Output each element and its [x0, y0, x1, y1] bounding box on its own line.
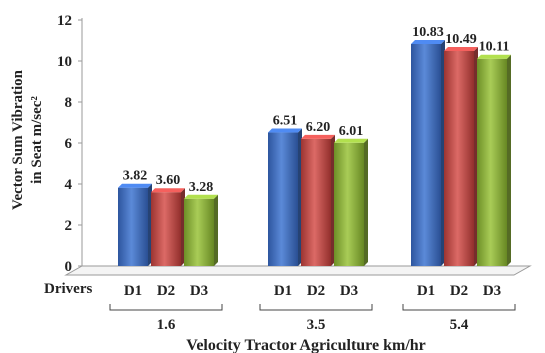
driver-label-d1-5.4: D1: [417, 283, 435, 299]
data-label-d1-1.6: 3.82: [123, 169, 148, 184]
driver-label-d2-5.4: D2: [450, 283, 468, 299]
bar-d2-1.6: [151, 192, 181, 266]
bar-side-d3-5.4: [507, 54, 511, 267]
bar-top-d2-1.6: [151, 188, 185, 193]
data-label-d3-1.6: 3.28: [189, 180, 214, 195]
category-label-5.4: 5.4: [450, 317, 469, 333]
data-label-d3-3.5: 6.01: [339, 124, 364, 139]
bar-d1-3.5: [268, 132, 298, 266]
bar-top-d3-1.6: [184, 194, 218, 199]
bar-side-d3-1.6: [214, 194, 218, 266]
bar-d1-1.6: [118, 187, 148, 266]
y-tick-label: 2: [65, 218, 73, 234]
floor-plane: [64, 265, 532, 276]
y-axis-ticks: 0 2 4 6 8 10 12: [57, 13, 82, 275]
category-label-1.6: 1.6: [157, 317, 176, 333]
bar-top-d3-5.4: [477, 54, 511, 59]
bar-top-d2-5.4: [444, 46, 478, 51]
category-bracket-5.4: [402, 304, 516, 311]
bar-top-d1-3.5: [268, 128, 302, 133]
y-tick-label: 12: [57, 13, 72, 29]
data-label-d2-3.5: 6.20: [306, 120, 331, 135]
x-axis-labels: D1 D2 D3 1.6 D1 D2 D3 3.5 D1 D2 D3 5.4: [109, 283, 516, 333]
bar-top-d2-3.5: [301, 134, 335, 139]
data-label-d1-5.4: 10.83: [412, 25, 444, 40]
bar-d3-1.6: [184, 198, 214, 266]
bar-top-d1-1.6: [118, 183, 152, 188]
y-tick-label: 10: [57, 54, 72, 70]
y-tick-label: 0: [65, 259, 73, 275]
category-bracket-3.5: [259, 304, 373, 311]
y-tick-label: 8: [65, 95, 73, 111]
bar-d1-5.4: [411, 43, 441, 266]
driver-label-d3-1.6: D3: [190, 283, 208, 299]
bar-side-d3-3.5: [364, 138, 368, 266]
bar-d2-3.5: [301, 138, 331, 266]
y-tick-label: 6: [65, 136, 73, 152]
y-axis-title-line2: in Seat m/sec²: [29, 96, 45, 184]
driver-label-d3-5.4: D3: [483, 283, 501, 299]
bar-d3-3.5: [334, 142, 364, 266]
category-bracket-1.6: [109, 304, 223, 311]
driver-label-d2-1.6: D2: [157, 283, 175, 299]
driver-label-d1-3.5: D1: [274, 283, 292, 299]
y-axis-title-line1: Vector Sum Vibration: [10, 69, 26, 210]
bar-top-d3-3.5: [334, 138, 368, 143]
bar-d2-5.4: [444, 50, 474, 266]
bars: [118, 39, 511, 267]
data-label-d1-3.5: 6.51: [273, 114, 298, 129]
driver-label-d2-3.5: D2: [307, 283, 325, 299]
plot-floor: [64, 18, 532, 276]
x-axis-title: Velocity Tractor Agriculture km/hr: [186, 337, 426, 353]
data-label-d3-5.4: 10.11: [479, 40, 510, 55]
driver-label-d1-1.6: D1: [124, 283, 142, 299]
driver-label-d3-3.5: D3: [340, 283, 358, 299]
drivers-label: Drivers: [44, 281, 92, 297]
data-label-d2-5.4: 10.49: [445, 32, 477, 47]
bar-top-d1-5.4: [411, 39, 445, 44]
y-tick-label: 4: [65, 177, 73, 193]
category-label-3.5: 3.5: [307, 317, 326, 333]
bar-d3-5.4: [477, 58, 507, 267]
data-label-d2-1.6: 3.60: [156, 173, 181, 188]
